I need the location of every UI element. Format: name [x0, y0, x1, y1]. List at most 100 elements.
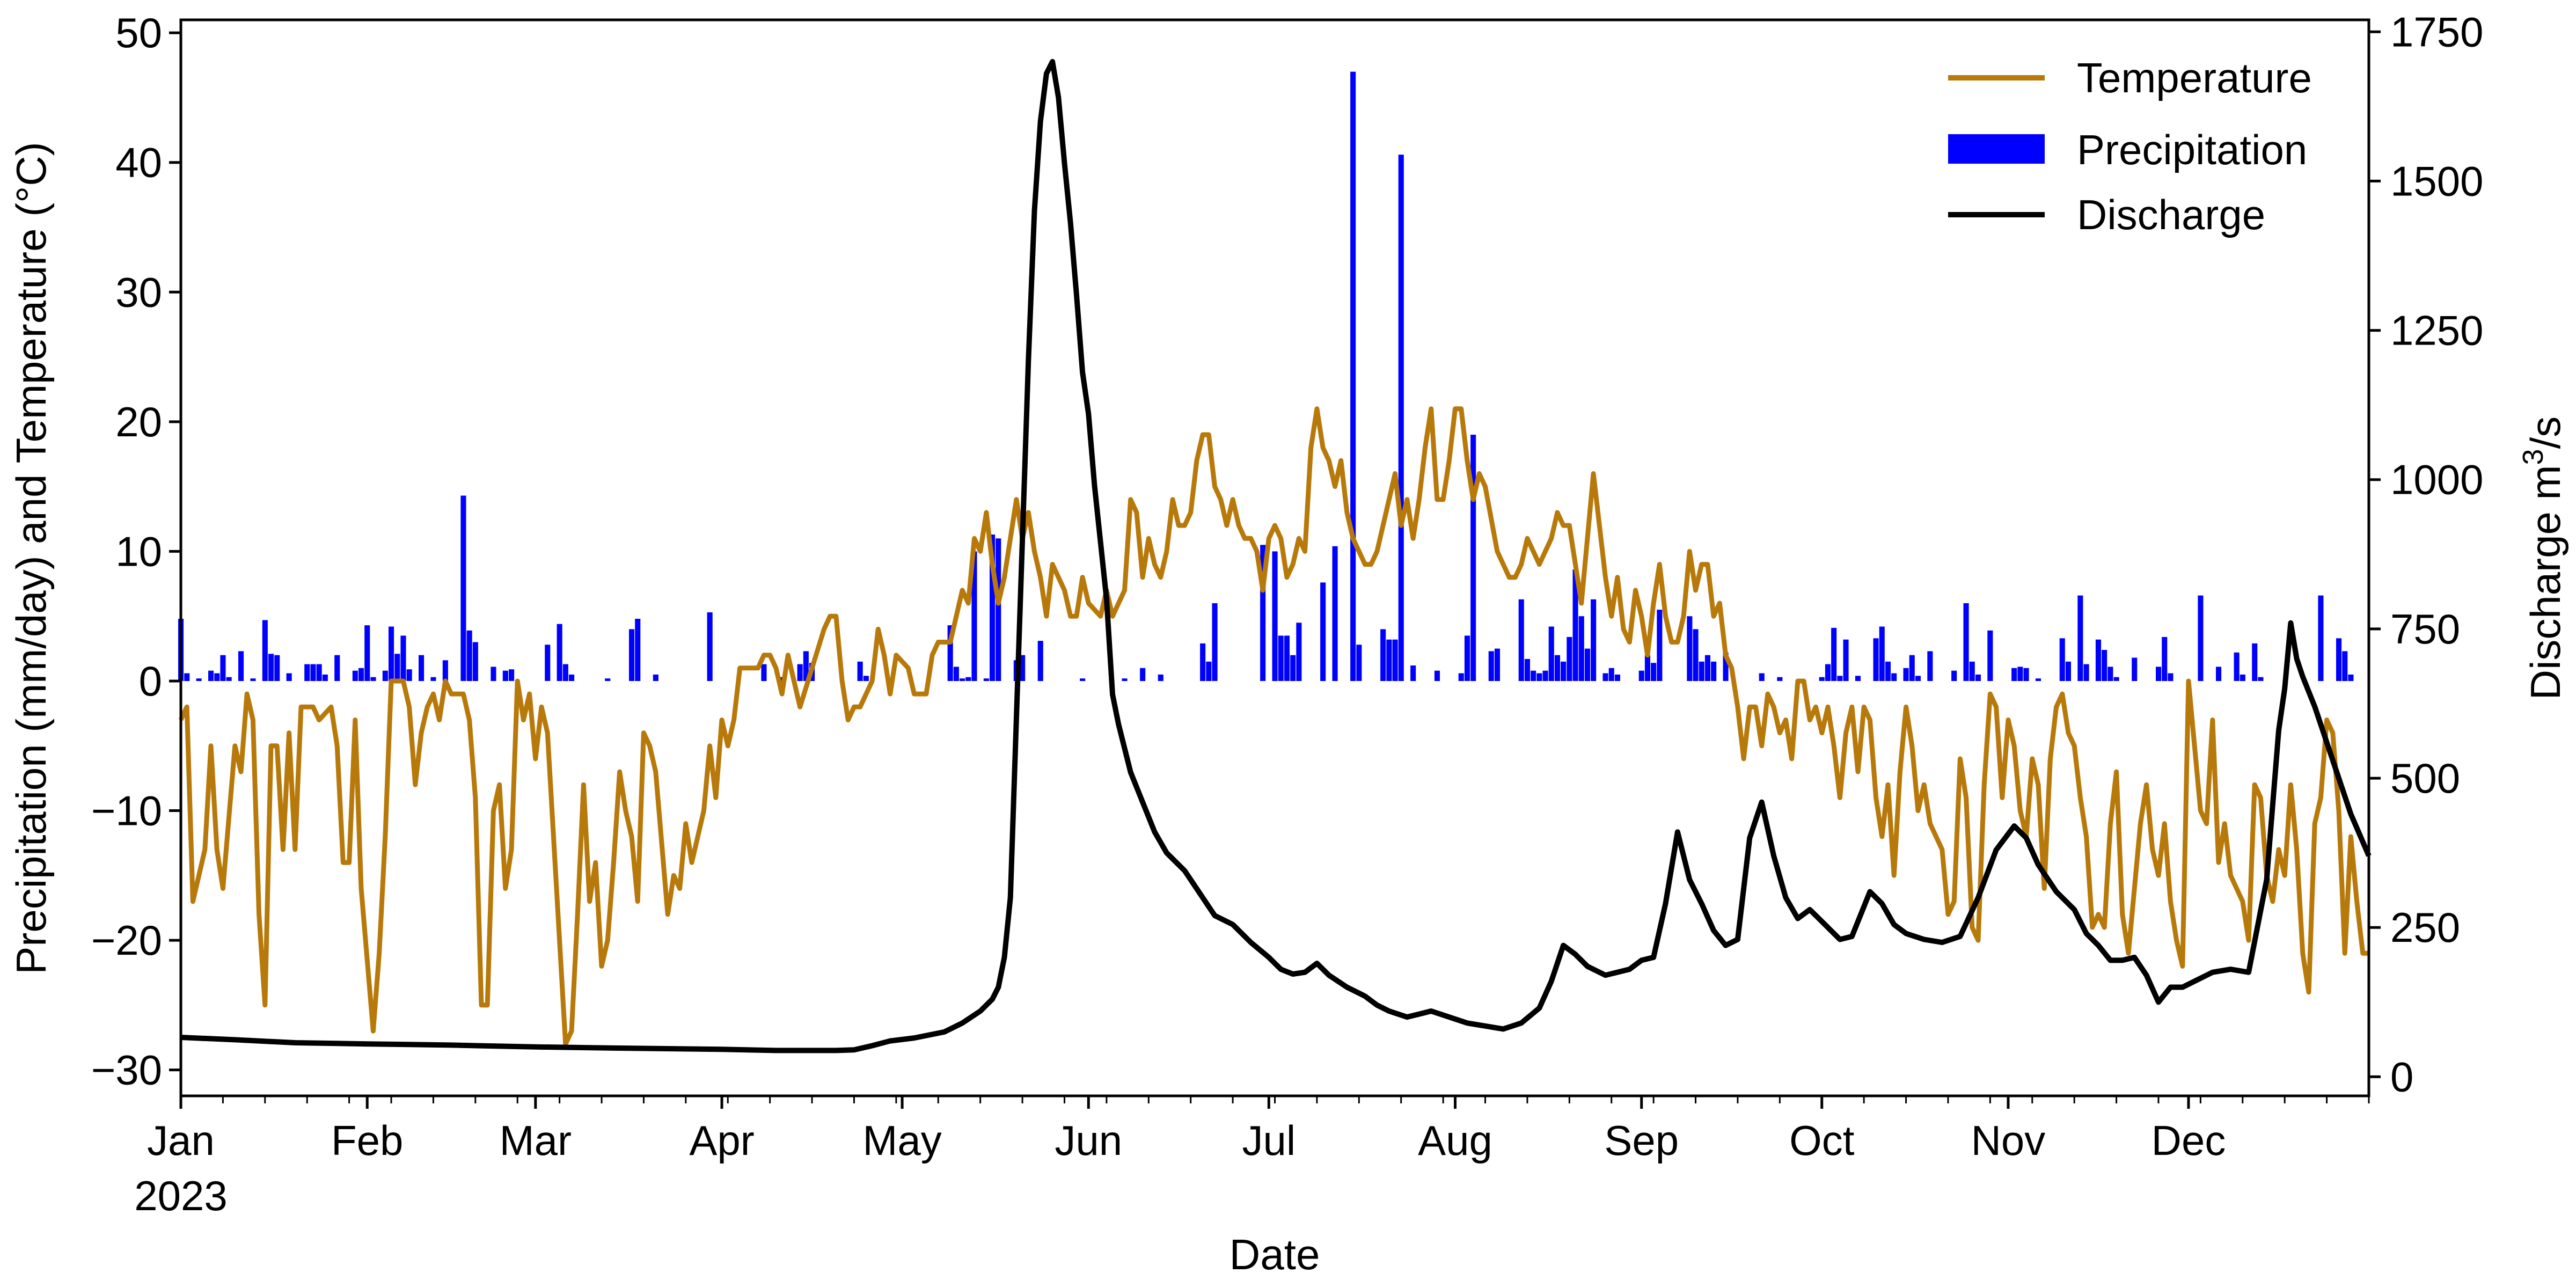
precipitation-bar: [635, 619, 641, 681]
precipitation-bar: [1158, 674, 1163, 681]
precipitation-bar: [2348, 674, 2354, 681]
precipitation-bar: [310, 664, 316, 681]
precipitation-bar: [442, 660, 448, 681]
precipitation-bar: [1380, 629, 1386, 681]
precipitation-bar: [1536, 673, 1542, 681]
x-tick-label: Jun: [1055, 1117, 1122, 1164]
precipitation-bar: [1434, 670, 1440, 681]
precipitation-bar: [304, 664, 310, 681]
precipitation-bar: [268, 654, 274, 681]
precipitation-bar: [1879, 626, 1885, 681]
precipitation-bar: [2318, 595, 2324, 681]
precipitation-bar: [2156, 667, 2162, 681]
left-tick-label: 10: [115, 528, 162, 575]
precipitation-bar: [971, 551, 977, 681]
precipitation-bars: [178, 71, 2354, 682]
precipitation-bar: [370, 677, 376, 681]
precipitation-bar: [803, 651, 809, 681]
precipitation-bar: [389, 626, 394, 681]
temperature-line: [178, 406, 2369, 1046]
x-tick-label: Mar: [500, 1117, 572, 1164]
precipitation-bar: [1843, 639, 1849, 681]
precipitation-bar: [406, 669, 412, 681]
precipitation-bar: [2077, 595, 2083, 681]
precipitation-bar: [1080, 678, 1086, 681]
precipitation-bar: [430, 677, 436, 681]
precipitation-bar: [358, 668, 364, 681]
right-tick-label: 1250: [2390, 307, 2484, 354]
legend-discharge-label: Discharge: [2077, 191, 2265, 238]
x-tick-label: Aug: [1418, 1117, 1492, 1164]
precipitation-bar: [1531, 670, 1536, 681]
precipitation-bar: [214, 673, 220, 681]
precipitation-bar: [2216, 667, 2222, 681]
precipitation-bar: [1855, 676, 1861, 681]
precipitation-bar: [857, 661, 863, 681]
left-tick-label: 40: [115, 139, 162, 186]
precipitation-bar: [1260, 545, 1266, 681]
precipitation-bar: [1386, 639, 1392, 681]
x-tick-label: Jul: [1242, 1117, 1296, 1164]
legend-temperature-label: Temperature: [2077, 54, 2312, 101]
precipitation-bar: [1584, 648, 1590, 681]
precipitation-bar: [605, 678, 611, 681]
precipitation-bar: [1398, 155, 1404, 681]
precipitation-bar: [1819, 677, 1825, 681]
precipitation-bar: [1350, 71, 1356, 682]
precipitation-bar: [2023, 668, 2029, 681]
precipitation-bar: [2113, 677, 2119, 681]
left-tick-label: 30: [115, 268, 162, 316]
precipitation-bar: [1873, 638, 1879, 681]
precipitation-bar: [1542, 670, 1548, 681]
precipitation-bar: [1903, 668, 1909, 681]
legend-precipitation-swatch: [1948, 134, 2045, 164]
precipitation-bar: [1488, 651, 1494, 681]
precipitation-bar: [1392, 639, 1398, 681]
precipitation-bar: [1494, 648, 1500, 681]
precipitation-bar: [707, 612, 713, 681]
precipitation-bar: [1572, 569, 1578, 681]
precipitation-bar: [1020, 655, 1026, 681]
precipitation-bar: [1687, 616, 1693, 681]
precipitation-bar: [1272, 551, 1278, 681]
precipitation-bar: [1561, 661, 1567, 681]
precipitation-bar: [953, 667, 959, 681]
precipitation-bar: [1278, 635, 1284, 681]
precipitation-bar: [2168, 673, 2174, 681]
x-tick-label: Feb: [331, 1117, 403, 1164]
left-tick-label: 50: [115, 9, 162, 56]
precipitation-bar: [557, 624, 562, 681]
precipitation-bar: [2095, 639, 2101, 681]
left-tick-label: 0: [139, 657, 162, 705]
precipitation-bar: [419, 655, 425, 681]
precipitation-bar: [2035, 678, 2041, 681]
precipitation-bar: [2107, 667, 2113, 681]
precipitation-bar: [1037, 641, 1043, 681]
right-tick-label: 1500: [2390, 157, 2484, 204]
precipitation-bar: [208, 670, 214, 681]
x-tick-label: Jan: [147, 1117, 215, 1164]
precipitation-bar: [1885, 661, 1891, 681]
discharge-line: [180, 58, 2372, 1053]
precipitation-bar: [334, 655, 340, 681]
precipitation-bar: [1602, 673, 1608, 681]
precipitation-bar: [1951, 670, 1957, 681]
x-tick-label: Dec: [2151, 1117, 2226, 1164]
precipitation-bar: [472, 642, 478, 681]
precipitation-bar: [2258, 677, 2264, 681]
precipitation-bar: [2162, 636, 2168, 681]
precipitation-bar: [797, 664, 803, 681]
legend: Temperature Precipitation Discharge: [1948, 54, 2312, 238]
precipitation-bar: [1206, 661, 1212, 681]
precipitation-bar: [1699, 661, 1704, 681]
precipitation-bar: [226, 677, 232, 681]
precipitation-bar: [1518, 599, 1524, 681]
precipitation-bar: [1963, 603, 1969, 681]
precipitation-bar: [960, 678, 965, 681]
precipitation-bar: [983, 678, 989, 681]
precipitation-bar: [947, 625, 953, 681]
precipitation-bar: [460, 495, 466, 681]
precipitation-bar: [1987, 630, 1993, 681]
precipitation-bar: [1332, 546, 1338, 681]
